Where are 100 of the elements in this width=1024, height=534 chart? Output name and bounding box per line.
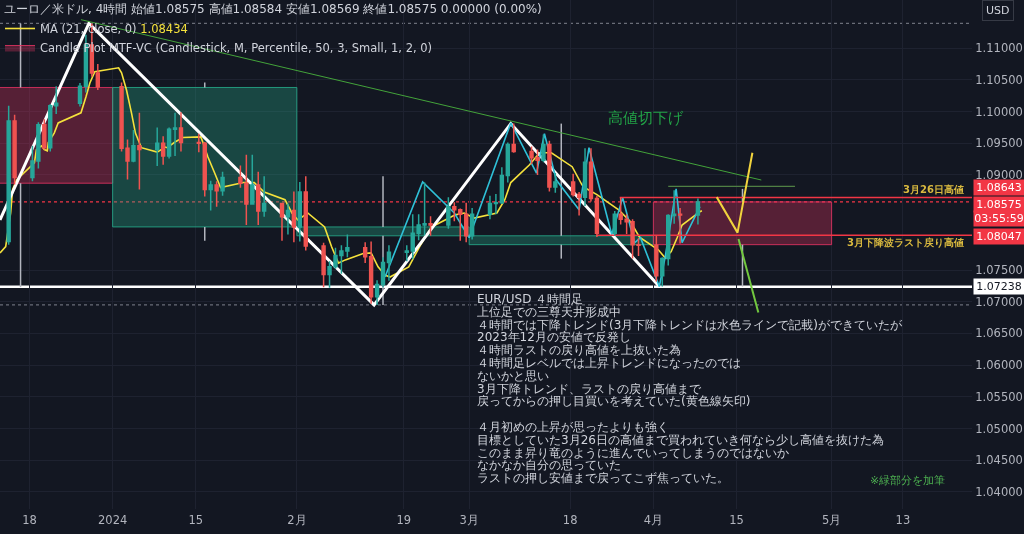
x-tick-label: 18 bbox=[562, 512, 578, 527]
candlestick bbox=[469, 207, 475, 241]
x-tick-label: 3月 bbox=[459, 512, 479, 527]
candlestick bbox=[505, 141, 510, 184]
annotation: 2023年12月の安値で反発し bbox=[477, 330, 631, 344]
y-tick-label: 1.09500 bbox=[975, 136, 1023, 151]
annotation: ４月初めの上昇が思ったよりも強く bbox=[477, 420, 669, 434]
candlestick bbox=[42, 118, 47, 151]
candlestick bbox=[386, 244, 392, 282]
candlestick bbox=[291, 190, 297, 243]
line-series bbox=[0, 67, 703, 278]
candlestick bbox=[404, 244, 409, 262]
candlestick bbox=[160, 135, 166, 166]
data-label: 1.08047 bbox=[976, 230, 1022, 243]
y-tick-label: 1.10000 bbox=[975, 104, 1023, 119]
candlestick bbox=[541, 133, 546, 164]
candlestick bbox=[196, 133, 202, 153]
annotation: ※緑部分を加筆 bbox=[870, 474, 946, 487]
annotation: 1.08434 bbox=[140, 21, 188, 36]
candlestick bbox=[53, 85, 59, 115]
candlestick bbox=[131, 129, 136, 164]
candlestick bbox=[446, 196, 451, 230]
x-tick-label: 5月 bbox=[821, 512, 842, 527]
candlestick bbox=[671, 189, 677, 225]
x-tick-label: 2024 bbox=[98, 512, 128, 527]
candlestick bbox=[695, 197, 701, 226]
candlestick bbox=[48, 103, 53, 153]
chart-title: ユーロ／米ドル, 4時間 始値1.08575 高値1.08584 安値1.08569 終値1.08575 0.00000 (0.00%) bbox=[4, 2, 542, 17]
y-tick-label: 1.05000 bbox=[975, 421, 1023, 436]
annotation: 3月26日高値 bbox=[903, 184, 964, 195]
ref-line-label: 1.07238 bbox=[976, 280, 1022, 293]
text: 03:55:59 bbox=[974, 212, 1024, 225]
candlestick bbox=[261, 175, 267, 218]
annotation: 上位足での三尊天井形成中 bbox=[477, 305, 621, 319]
candlestick bbox=[285, 202, 291, 236]
data-label: 1.08643 bbox=[976, 181, 1022, 194]
annotation: ４時間では下降トレンド(3月下降トレンドは水色ラインで記載)ができていたが bbox=[477, 318, 903, 332]
candlestick bbox=[487, 195, 493, 221]
candlestick bbox=[220, 171, 225, 197]
annotation: 3月下降トレンド、ラストの戻り高値まで bbox=[477, 382, 702, 396]
candlestick bbox=[250, 153, 255, 206]
annotation: ４時間ラストの戻り高値を上抜いた為 bbox=[477, 343, 681, 357]
x-tick-label: 15 bbox=[188, 512, 204, 527]
y-tick-label: 1.05500 bbox=[975, 389, 1023, 404]
candlestick bbox=[214, 180, 219, 208]
candlestick bbox=[279, 202, 285, 242]
candlestick bbox=[576, 191, 582, 217]
y-tick-label: 1.06000 bbox=[975, 358, 1023, 373]
x-tick-label: 18 bbox=[22, 512, 37, 527]
candlestick bbox=[166, 126, 172, 160]
candlestick bbox=[202, 141, 207, 198]
candlestick bbox=[178, 111, 184, 153]
candlestick bbox=[677, 207, 683, 245]
candlestick bbox=[570, 172, 576, 198]
annotation: ４時間足レベルでは上昇トレンドになったのでは bbox=[477, 356, 741, 370]
candlestick bbox=[208, 179, 213, 212]
y-tick-label: 1.06500 bbox=[975, 326, 1023, 341]
candlestick bbox=[155, 126, 160, 167]
candlestick bbox=[368, 240, 374, 305]
candlestick bbox=[321, 242, 326, 288]
y-axis-title: USD bbox=[986, 4, 1010, 17]
y-tick-label: 1.10500 bbox=[975, 72, 1023, 87]
y-tick-label: 1.09000 bbox=[975, 167, 1023, 182]
annotation: 高値切下げ bbox=[608, 109, 684, 127]
ref-line-label: 1.08575 bbox=[976, 198, 1022, 211]
candlestick bbox=[303, 175, 308, 252]
annotation: このまま昇り竜のように進んでいってしまうのではないか bbox=[477, 446, 789, 460]
y-tick-label: 1.07500 bbox=[975, 263, 1023, 278]
candlestick bbox=[499, 166, 505, 205]
candlestick bbox=[12, 113, 17, 186]
annotation: ラストの押し安値まで戻ってこず焦っていた。 bbox=[477, 471, 729, 485]
candlestick bbox=[172, 112, 178, 157]
y-tick-label: 1.11000 bbox=[975, 41, 1023, 56]
annotation: 目標としていた3月26日の高値まで買われていき何なら少し高値を抜けた為 bbox=[477, 433, 884, 447]
candlestick bbox=[256, 171, 261, 226]
y-tick-label: 1.04500 bbox=[975, 453, 1023, 468]
candlestick bbox=[666, 213, 671, 267]
y-tick-label: 1.04000 bbox=[975, 484, 1023, 499]
candlestick bbox=[582, 147, 588, 207]
annotation: 戻ってからの押し目買いを考えていた(黄色線矢印) bbox=[477, 394, 751, 408]
x-tick-label: 19 bbox=[396, 512, 412, 527]
x-tick-label: 15 bbox=[729, 512, 744, 527]
candlestick bbox=[511, 122, 516, 154]
candlestick bbox=[297, 181, 303, 243]
candlestick bbox=[95, 63, 100, 91]
annotation: なかなか自分の思っていた bbox=[477, 458, 621, 472]
annotation: 3月下降波ラスト戻り高値 bbox=[847, 237, 964, 248]
candlestick bbox=[493, 193, 499, 215]
candlestick bbox=[374, 279, 380, 306]
candlestick bbox=[463, 202, 469, 243]
x-tick-label: 13 bbox=[895, 512, 911, 527]
candlestick bbox=[547, 139, 552, 193]
candlestick bbox=[362, 241, 368, 264]
candlestick bbox=[660, 256, 665, 288]
candlestick bbox=[77, 82, 83, 108]
candlestick bbox=[137, 112, 142, 191]
candlestick bbox=[654, 235, 659, 283]
candlestick bbox=[6, 105, 11, 246]
y-tick-label: 1.07000 bbox=[975, 294, 1023, 309]
candlestick bbox=[588, 147, 594, 203]
